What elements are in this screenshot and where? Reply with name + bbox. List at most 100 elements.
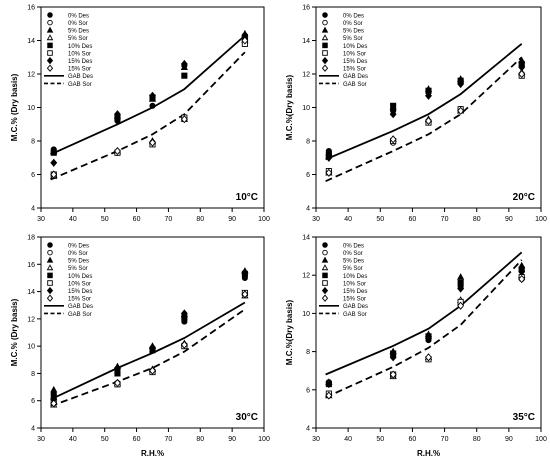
legend-marker-10pct-sor — [47, 50, 53, 56]
x-tick-label: 40 — [344, 216, 352, 223]
point-15pct-sor — [114, 378, 121, 388]
point-15pct-sor — [241, 290, 249, 299]
y-tick-label: 14 — [302, 235, 310, 242]
x-tick-label: 90 — [228, 216, 236, 223]
point-15pct-des — [180, 59, 188, 69]
legend-label: 10% Des — [68, 274, 92, 280]
point-15pct-des — [457, 284, 465, 293]
x-tick-label: 100 — [535, 216, 547, 223]
temperature-label: 35°C — [513, 412, 535, 423]
x-tick-label: 100 — [258, 216, 270, 223]
x-tick-label: 50 — [376, 216, 384, 223]
legend-label: 15% Des — [68, 59, 92, 65]
y-tick-label: 6 — [31, 172, 35, 179]
legend-label: 0% Sor — [68, 21, 88, 27]
y-tick-label: 10 — [27, 344, 35, 351]
legend-label: 10% Des — [68, 44, 92, 50]
legend-marker-15pct-sor — [46, 64, 54, 72]
legend-label: 5% Des — [343, 259, 364, 265]
legend-label: 0% Des — [343, 13, 364, 19]
x-tick-label: 30 — [312, 216, 320, 223]
point-15pct-sor — [241, 36, 249, 45]
legend-label: 5% Des — [68, 29, 89, 35]
y-tick-label: 10 — [27, 105, 35, 112]
y-tick-label: 14 — [27, 38, 35, 45]
point-15pct-des — [389, 353, 397, 362]
legend-label: GAB Sor — [68, 312, 92, 318]
legend-marker-15pct-des — [46, 286, 54, 295]
legend-label: 15% Sor — [343, 67, 366, 73]
legend-marker-0pct-des — [322, 242, 328, 248]
legend-marker-5pct-des — [46, 26, 54, 33]
x-tick-label: 80 — [196, 216, 204, 223]
legend-marker-0pct-sor — [47, 249, 53, 256]
gab-line-gab-des — [325, 43, 523, 161]
legend-marker-10pct-des — [47, 272, 53, 279]
legend-marker-0pct-sor — [47, 19, 53, 26]
point-10pct-des — [390, 102, 397, 109]
y-tick-label: 10 — [302, 105, 310, 112]
x-tick-label: 70 — [441, 216, 449, 223]
legend-marker-15pct-des — [321, 286, 329, 295]
gab-line-gab-sor — [50, 51, 246, 181]
point-15pct-sor — [325, 168, 333, 177]
point-15pct-sor — [457, 301, 465, 310]
x-tick-label: 100 — [535, 436, 547, 443]
y-tick-label: 4 — [31, 426, 35, 433]
legend-marker-5pct-sor — [46, 264, 54, 271]
chart-panel-4: 30 40 50 60 70 80 90 100 4 6 8 10 12 14 M.C.%(Dry basi… — [285, 235, 547, 459]
x-tick-label: 40 — [344, 436, 352, 443]
point-15pct-des — [241, 268, 249, 277]
y-axis-label: M.C.%(Dry basis) — [285, 299, 294, 365]
x-tick-label: 80 — [473, 436, 481, 443]
legend-marker-10pct-des — [322, 272, 328, 279]
point-15pct-des — [114, 363, 121, 373]
point-15pct-des — [50, 158, 58, 167]
chart-panel-3: 30 40 50 60 70 80 90 100 4 6 8 10 12 14 16 18 M.C.% (Dry… — [10, 235, 270, 459]
gab-line-gab-des — [325, 251, 523, 376]
y-axis-label: M.C.% (Dry basis) — [10, 73, 19, 141]
legend-marker-15pct-sor — [321, 64, 329, 72]
x-tick-label: 90 — [228, 436, 236, 443]
point-15pct-sor — [180, 340, 188, 349]
legend-label: GAB Des — [68, 74, 93, 80]
x-tick-label: 60 — [133, 436, 141, 443]
point-15pct-sor — [50, 399, 58, 408]
legend-marker-15pct-sor — [46, 294, 54, 302]
y-tick-label: 12 — [27, 316, 35, 323]
point-10pct-des — [181, 72, 188, 79]
legend-label: 15% Des — [343, 59, 367, 65]
y-tick-label: 8 — [31, 371, 35, 378]
legend-label: GAB Des — [343, 74, 368, 80]
y-tick-label: 16 — [27, 262, 35, 269]
x-tick-label: 100 — [258, 436, 270, 443]
point-15pct-sor — [114, 146, 121, 156]
y-tick-label: 18 — [27, 235, 35, 242]
legend-label: GAB Sor — [343, 312, 367, 318]
chart-panel-2: 30 40 50 60 70 80 90 100 4 6 8 10 12 14 16 M.C.%(Dry ba… — [285, 5, 547, 224]
legend-marker-15pct-sor — [321, 294, 329, 302]
x-axis-label: R.H.% — [141, 449, 164, 458]
legend-label: 5% Sor — [68, 36, 88, 42]
point-15pct-sor — [425, 116, 432, 125]
point-15pct-des — [114, 110, 121, 119]
temperature-label: 30°C — [236, 412, 258, 423]
temperature-label: 20°C — [513, 192, 535, 203]
legend-marker-5pct-des — [321, 26, 329, 33]
legend-label: 0% Sor — [343, 21, 363, 27]
y-axis-label: M.C.%(Dry basis) — [285, 74, 294, 140]
legend-label: 0% Sor — [68, 251, 88, 257]
point-5pct-des — [50, 385, 58, 393]
legend-marker-0pct-des — [47, 12, 53, 18]
y-tick-label: 10 — [302, 311, 310, 318]
legend-label: GAB Sor — [68, 82, 92, 88]
point-15pct-sor — [149, 138, 156, 147]
point-15pct-des — [389, 110, 397, 119]
legend-label: 15% Des — [343, 289, 367, 295]
legend-label: 10% Sor — [343, 281, 366, 287]
point-15pct-des — [518, 267, 526, 276]
